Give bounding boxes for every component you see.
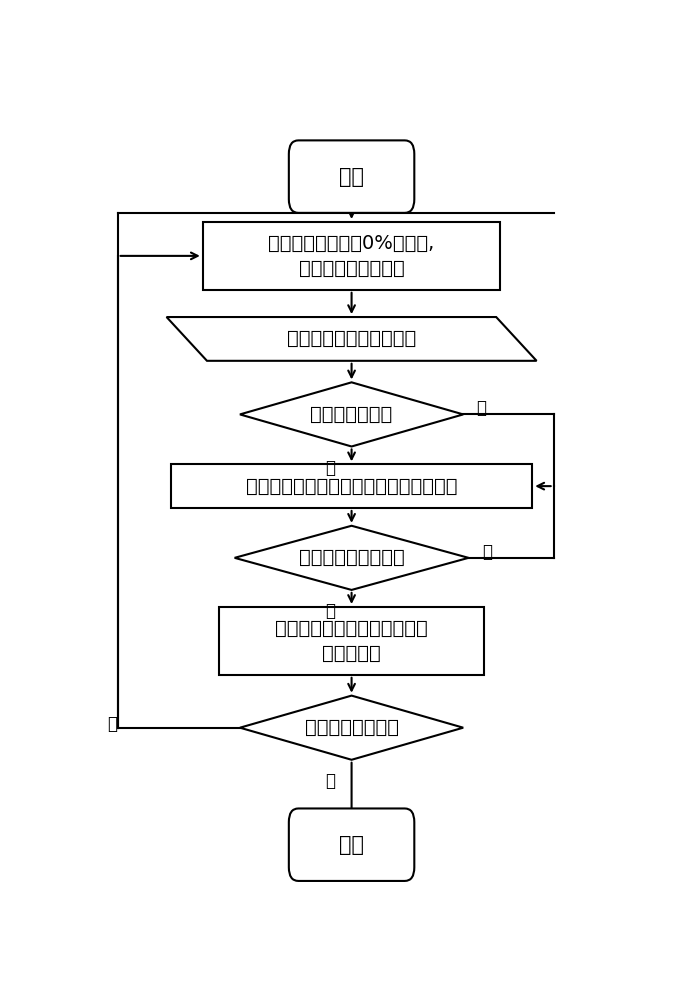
Polygon shape: [240, 696, 463, 760]
Text: 打开缓冲罐处电磁阀，关闭气瓶处电磁阀: 打开缓冲罐处电磁阀，关闭气瓶处电磁阀: [246, 477, 458, 496]
Polygon shape: [235, 526, 469, 590]
Polygon shape: [167, 317, 536, 361]
Text: 是: 是: [325, 772, 335, 790]
Bar: [202, 222, 500, 290]
FancyBboxPatch shape: [289, 140, 414, 213]
Text: 气体压力降至设定值: 气体压力降至设定值: [298, 548, 405, 567]
Text: 由气瓶供应加湿为0%的气体,
缓冲罐处电磁阀关闭: 由气瓶供应加湿为0%的气体, 缓冲罐处电磁阀关闭: [268, 234, 435, 278]
Text: 关闭缓冲罐处电磁阀，打开气
瓶处电磁阀: 关闭缓冲罐处电磁阀，打开气 瓶处电磁阀: [275, 619, 428, 663]
Text: 否: 否: [477, 399, 486, 417]
Text: 是: 是: [325, 602, 335, 620]
Text: 是: 是: [325, 459, 335, 477]
Text: 输入保护参数和脉冲参数: 输入保护参数和脉冲参数: [287, 329, 416, 348]
Bar: [219, 607, 484, 675]
Text: 否: 否: [482, 543, 492, 561]
Text: 否: 否: [107, 715, 117, 733]
Text: 是否达到设定周期: 是否达到设定周期: [305, 718, 399, 737]
Text: 结束: 结束: [339, 835, 364, 855]
Bar: [171, 464, 532, 508]
Text: 电压降至设定值: 电压降至设定值: [311, 405, 392, 424]
Text: 开始: 开始: [339, 167, 364, 187]
FancyBboxPatch shape: [289, 808, 414, 881]
Polygon shape: [240, 382, 463, 446]
